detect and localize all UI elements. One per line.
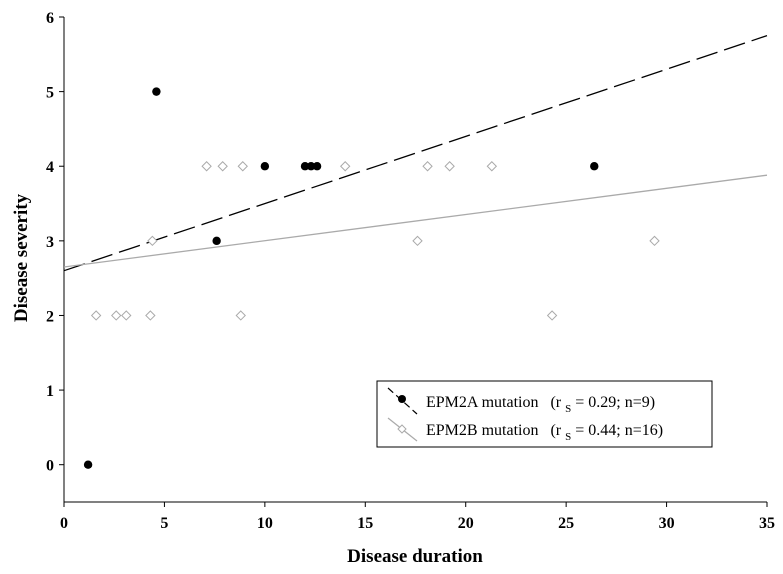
legend-line-epm2a xyxy=(387,387,418,415)
legend-box xyxy=(376,380,713,448)
x-tick-label: 0 xyxy=(60,515,68,532)
x-tick-label: 10 xyxy=(257,515,273,532)
data-point-epm2a xyxy=(312,162,322,171)
data-point-epm2b xyxy=(339,161,351,172)
data-point-epm2b xyxy=(235,310,246,321)
data-point-epm2b xyxy=(147,235,158,247)
trendlines xyxy=(63,35,768,272)
data-point-epm2a xyxy=(590,162,599,171)
data-point-epm2b xyxy=(649,235,660,247)
data-point-epm2b xyxy=(90,310,102,321)
data-point-epm2b xyxy=(237,161,248,172)
data-point-epm2b xyxy=(111,310,122,321)
legend-stat-suffix-epm2b: = 0.44; n=16) xyxy=(575,422,663,439)
legend-marker-epm2a xyxy=(398,395,406,403)
legend-stat-sub-epm2a: S xyxy=(565,403,571,415)
legend: EPM2A mutation (r S = 0.29; n=9) EPM2B m… xyxy=(376,380,713,448)
y-axis-title: Disease severity xyxy=(11,193,32,322)
data-point-epm2b xyxy=(546,310,558,321)
x-tick-label: 25 xyxy=(558,515,574,532)
legend-entry-epm2b: EPM2B mutation (r S = 0.44; n=16) xyxy=(387,417,663,444)
x-tick-label: 15 xyxy=(357,515,373,532)
legend-label-epm2a: EPM2A mutation xyxy=(426,394,538,411)
trendline-epm2a xyxy=(63,35,768,272)
x-tick-label: 30 xyxy=(659,515,675,532)
legend-stat-prefix-epm2b: (r xyxy=(550,422,561,439)
data-point-epm2b xyxy=(201,161,212,172)
data-point-epm2b xyxy=(422,161,433,172)
y-tick-label: 6 xyxy=(46,10,54,27)
data-point-epm2a xyxy=(212,236,221,246)
data-point-epm2b xyxy=(145,310,156,321)
data-point-epm2a xyxy=(260,162,270,171)
y-tick-label: 5 xyxy=(46,85,54,102)
y-tick-label: 4 xyxy=(46,159,54,176)
plot-frame xyxy=(63,17,767,503)
data-point-epm2b xyxy=(121,310,132,321)
x-tick-label: 5 xyxy=(160,515,168,532)
legend-stat-sub-epm2b: S xyxy=(565,431,571,443)
y-axis-ticks: 0 1 2 3 4 5 6 xyxy=(46,10,64,475)
x-tick-label: 20 xyxy=(458,515,474,532)
data-point-epm2a xyxy=(300,162,310,171)
y-tick-label: 0 xyxy=(46,458,54,475)
y-tick-label: 1 xyxy=(46,383,54,400)
y-tick-label: 2 xyxy=(46,308,54,325)
x-tick-label: 35 xyxy=(759,515,775,532)
data-point-epm2b xyxy=(486,161,498,172)
legend-stat-prefix-epm2a: (r xyxy=(550,394,561,411)
legend-stat-suffix-epm2a: = 0.29; n=9) xyxy=(575,394,655,411)
legend-entry-epm2a: EPM2A mutation (r S = 0.29; n=9) xyxy=(387,387,655,416)
trendline-epm2b xyxy=(63,174,768,268)
data-markers xyxy=(83,87,660,469)
x-axis-ticks: 0 5 10 15 20 25 30 35 xyxy=(60,502,775,532)
legend-marker-epm2b xyxy=(397,424,407,434)
legend-label-epm2b: EPM2B mutation xyxy=(426,422,538,439)
svg-text:EPM2A mutation (r: EPM2A mutation (r S = 0.29; n=9) xyxy=(426,394,655,416)
svg-text:EPM2B mutation (r: EPM2B mutation (r S = 0.44; n=16) xyxy=(426,422,663,444)
data-point-epm2a xyxy=(306,162,316,171)
data-point-epm2a xyxy=(152,87,161,96)
y-tick-label: 3 xyxy=(46,234,54,251)
x-axis-title: Disease duration xyxy=(347,546,483,567)
data-point-epm2b xyxy=(217,161,228,172)
data-point-epm2a xyxy=(83,460,93,469)
data-point-epm2b xyxy=(444,161,455,172)
data-point-epm2b xyxy=(412,235,423,247)
